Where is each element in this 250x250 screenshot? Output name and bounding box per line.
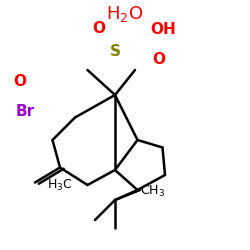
- Text: S: S: [110, 44, 120, 59]
- Text: H$_2$O: H$_2$O: [106, 4, 144, 24]
- Text: CH$_3$: CH$_3$: [140, 184, 165, 199]
- Text: OH: OH: [150, 22, 176, 38]
- Text: H$_3$C: H$_3$C: [47, 178, 72, 192]
- Text: O: O: [92, 21, 105, 36]
- Text: O: O: [152, 52, 165, 68]
- Text: Br: Br: [16, 104, 34, 119]
- Text: O: O: [14, 74, 26, 89]
